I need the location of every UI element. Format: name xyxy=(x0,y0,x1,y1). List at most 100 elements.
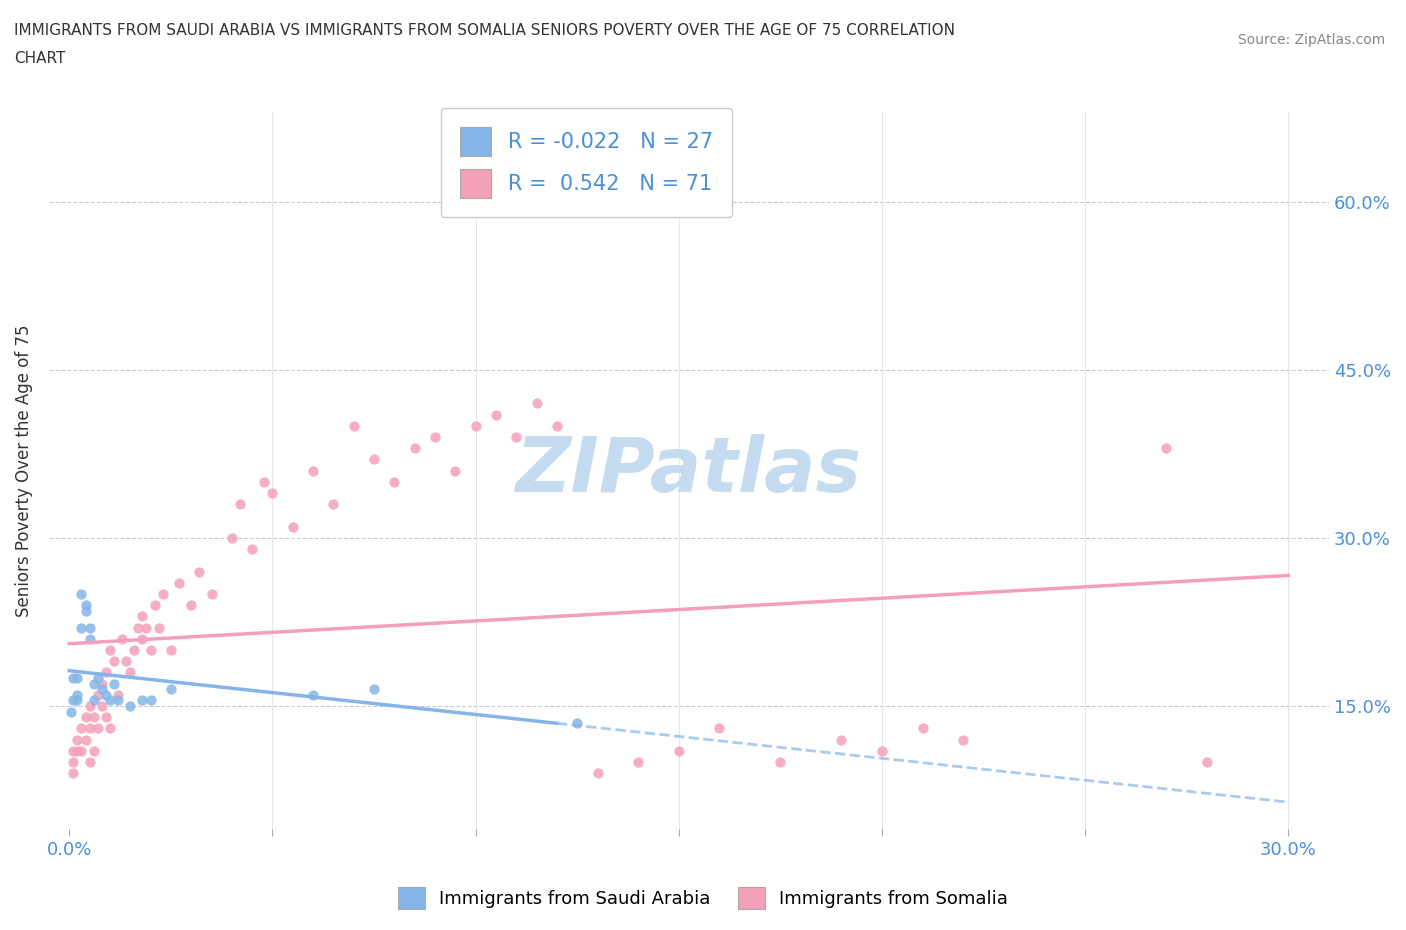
Point xyxy=(66,743,89,758)
Point xyxy=(131,631,153,646)
Point xyxy=(139,643,162,658)
Point xyxy=(66,687,89,702)
Point xyxy=(131,609,153,624)
Point xyxy=(120,698,142,713)
Point xyxy=(221,530,243,545)
Point xyxy=(83,743,105,758)
Point xyxy=(94,710,117,724)
Point xyxy=(1156,441,1178,456)
Point xyxy=(526,396,548,411)
Point xyxy=(70,587,93,602)
Point xyxy=(423,430,446,445)
Point xyxy=(505,430,527,445)
Point xyxy=(152,587,174,602)
Point xyxy=(253,474,276,489)
Point xyxy=(404,441,426,456)
Point xyxy=(485,407,508,422)
Point xyxy=(952,732,974,747)
Point xyxy=(66,732,89,747)
Point xyxy=(131,693,153,708)
Point xyxy=(90,676,112,691)
Point xyxy=(66,671,89,685)
Point xyxy=(87,687,110,702)
Legend: R = -0.022   N = 27, R =  0.542   N = 71: R = -0.022 N = 27, R = 0.542 N = 71 xyxy=(441,108,733,217)
Point xyxy=(62,743,84,758)
Point xyxy=(98,643,121,658)
Point xyxy=(79,698,101,713)
Point xyxy=(229,497,252,512)
Point xyxy=(911,721,934,736)
Point xyxy=(87,671,110,685)
Point xyxy=(281,519,304,534)
Point xyxy=(124,643,146,658)
Text: CHART: CHART xyxy=(14,51,66,66)
Point xyxy=(70,743,93,758)
Point xyxy=(586,766,609,781)
Point xyxy=(79,754,101,769)
Point xyxy=(107,693,129,708)
Y-axis label: Seniors Poverty Over the Age of 75: Seniors Poverty Over the Age of 75 xyxy=(15,325,32,617)
Point xyxy=(870,743,893,758)
Point xyxy=(160,643,183,658)
Text: ZIPatlas: ZIPatlas xyxy=(516,433,862,508)
Point xyxy=(103,676,125,691)
Point xyxy=(75,732,97,747)
Point xyxy=(139,693,162,708)
Point xyxy=(148,620,170,635)
Point xyxy=(75,604,97,618)
Point xyxy=(62,754,84,769)
Point xyxy=(200,587,222,602)
Point xyxy=(127,620,149,635)
Point xyxy=(322,497,344,512)
Point xyxy=(167,576,190,591)
Point xyxy=(94,665,117,680)
Point xyxy=(546,418,568,433)
Point xyxy=(98,693,121,708)
Point xyxy=(188,565,211,579)
Point xyxy=(98,721,121,736)
Point xyxy=(79,721,101,736)
Point xyxy=(90,698,112,713)
Point xyxy=(87,721,110,736)
Point xyxy=(135,620,157,635)
Point xyxy=(79,620,101,635)
Point xyxy=(115,654,138,669)
Point xyxy=(567,715,589,730)
Point xyxy=(107,687,129,702)
Point xyxy=(627,754,650,769)
Point xyxy=(769,754,792,769)
Legend: Immigrants from Saudi Arabia, Immigrants from Somalia: Immigrants from Saudi Arabia, Immigrants… xyxy=(391,880,1015,916)
Point xyxy=(111,631,134,646)
Point xyxy=(240,541,263,556)
Point xyxy=(180,598,202,613)
Text: Source: ZipAtlas.com: Source: ZipAtlas.com xyxy=(1237,33,1385,46)
Point xyxy=(830,732,852,747)
Text: IMMIGRANTS FROM SAUDI ARABIA VS IMMIGRANTS FROM SOMALIA SENIORS POVERTY OVER THE: IMMIGRANTS FROM SAUDI ARABIA VS IMMIGRAN… xyxy=(14,23,955,38)
Point xyxy=(709,721,731,736)
Point xyxy=(75,710,97,724)
Point xyxy=(302,687,325,702)
Point xyxy=(464,418,486,433)
Point xyxy=(70,620,93,635)
Point xyxy=(103,654,125,669)
Point xyxy=(83,710,105,724)
Point xyxy=(62,671,84,685)
Point xyxy=(382,474,405,489)
Point xyxy=(70,721,93,736)
Point xyxy=(62,766,84,781)
Point xyxy=(83,676,105,691)
Point xyxy=(143,598,166,613)
Point xyxy=(60,704,83,719)
Point xyxy=(1197,754,1219,769)
Point xyxy=(75,598,97,613)
Point xyxy=(668,743,690,758)
Point xyxy=(363,682,385,697)
Point xyxy=(302,463,325,478)
Point xyxy=(343,418,366,433)
Point xyxy=(94,687,117,702)
Point xyxy=(160,682,183,697)
Point xyxy=(120,665,142,680)
Point xyxy=(79,631,101,646)
Point xyxy=(444,463,467,478)
Point xyxy=(90,682,112,697)
